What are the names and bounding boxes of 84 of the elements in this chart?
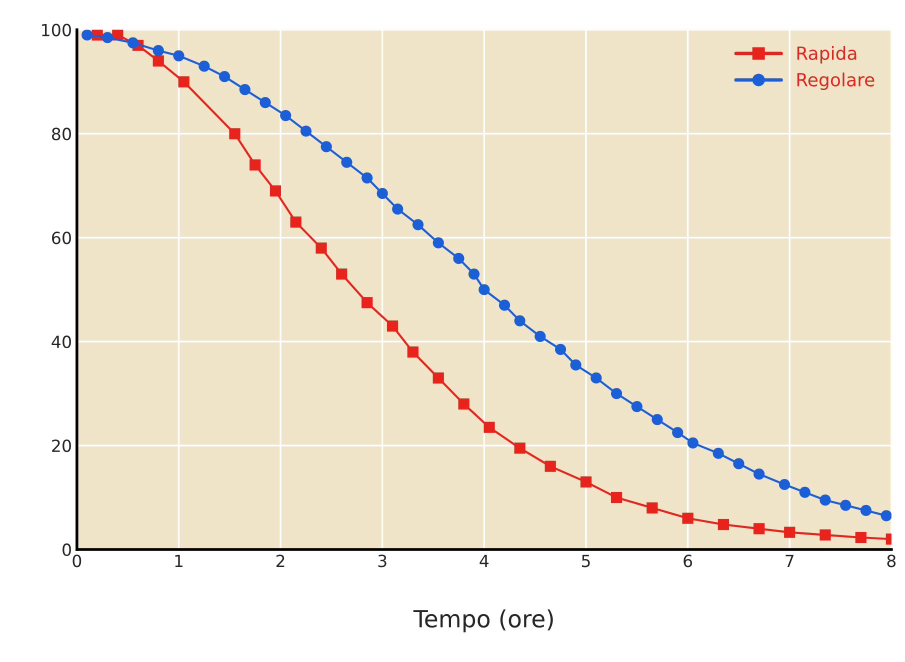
x-tick-label: 6 bbox=[684, 554, 692, 568]
point bbox=[412, 219, 424, 230]
y-tick-label: 40 bbox=[52, 336, 71, 348]
point bbox=[468, 268, 480, 280]
point bbox=[392, 204, 404, 215]
point bbox=[260, 96, 271, 108]
point bbox=[820, 494, 831, 506]
point bbox=[280, 110, 292, 122]
point bbox=[718, 518, 729, 530]
point bbox=[514, 315, 526, 326]
point bbox=[799, 486, 810, 498]
point bbox=[320, 141, 332, 152]
point bbox=[590, 372, 602, 384]
point bbox=[432, 372, 444, 384]
point bbox=[290, 216, 302, 228]
point bbox=[484, 422, 495, 433]
y-tick-label: 0 bbox=[62, 543, 71, 556]
point bbox=[316, 242, 327, 254]
point bbox=[218, 71, 230, 82]
point bbox=[754, 523, 765, 534]
point bbox=[687, 437, 698, 448]
point bbox=[784, 526, 796, 538]
point bbox=[682, 512, 694, 524]
point bbox=[300, 126, 312, 137]
point bbox=[386, 320, 398, 332]
point bbox=[672, 426, 684, 438]
point bbox=[554, 344, 566, 355]
point bbox=[646, 502, 658, 514]
point bbox=[544, 460, 556, 472]
point bbox=[453, 252, 464, 264]
point bbox=[198, 60, 210, 72]
point bbox=[478, 284, 490, 296]
x-tick-label: 7 bbox=[786, 554, 794, 567]
point bbox=[407, 346, 418, 358]
point bbox=[229, 128, 240, 140]
y-tick-label: 100 bbox=[42, 24, 71, 36]
x-tick-label: 3 bbox=[378, 554, 386, 568]
point bbox=[250, 159, 261, 170]
point bbox=[336, 268, 348, 280]
point bbox=[754, 468, 765, 480]
point bbox=[127, 37, 138, 48]
point bbox=[855, 532, 866, 544]
y-tick-label: 80 bbox=[52, 128, 71, 140]
y-tick-label: 60 bbox=[52, 232, 71, 244]
point bbox=[514, 442, 526, 454]
point bbox=[860, 504, 872, 516]
x-axis-title: Tempo (ore) bbox=[413, 609, 553, 632]
point bbox=[102, 32, 114, 44]
point bbox=[173, 50, 184, 62]
point bbox=[341, 156, 352, 168]
point bbox=[362, 172, 373, 184]
point bbox=[458, 398, 470, 410]
point bbox=[152, 45, 164, 56]
x-tick-label: 5 bbox=[582, 554, 590, 568]
point bbox=[432, 237, 444, 248]
point bbox=[376, 188, 388, 200]
y-tick-label: 20 bbox=[52, 439, 71, 452]
point bbox=[239, 84, 250, 96]
point bbox=[733, 458, 744, 470]
x-tick-label: 2 bbox=[276, 554, 284, 567]
point bbox=[534, 330, 546, 342]
point bbox=[498, 300, 510, 311]
point bbox=[840, 500, 852, 511]
point bbox=[570, 359, 582, 371]
x-tick-label: 8 bbox=[887, 554, 896, 568]
point bbox=[178, 76, 190, 88]
point bbox=[270, 185, 282, 196]
x-tick-label: 4 bbox=[480, 554, 489, 567]
point bbox=[631, 400, 642, 412]
legend-label: Rapida bbox=[797, 46, 856, 64]
point bbox=[712, 448, 724, 459]
x-tick-label: 0 bbox=[72, 554, 82, 568]
point bbox=[652, 414, 663, 426]
point bbox=[82, 30, 93, 41]
point bbox=[610, 492, 622, 504]
x-tick-label: 1 bbox=[175, 554, 182, 567]
point bbox=[580, 476, 592, 488]
point bbox=[880, 510, 892, 522]
point bbox=[362, 297, 373, 308]
point bbox=[778, 478, 790, 490]
point bbox=[152, 55, 164, 67]
point bbox=[610, 388, 622, 400]
point bbox=[820, 529, 831, 540]
legend-label: Regolare bbox=[797, 72, 874, 90]
